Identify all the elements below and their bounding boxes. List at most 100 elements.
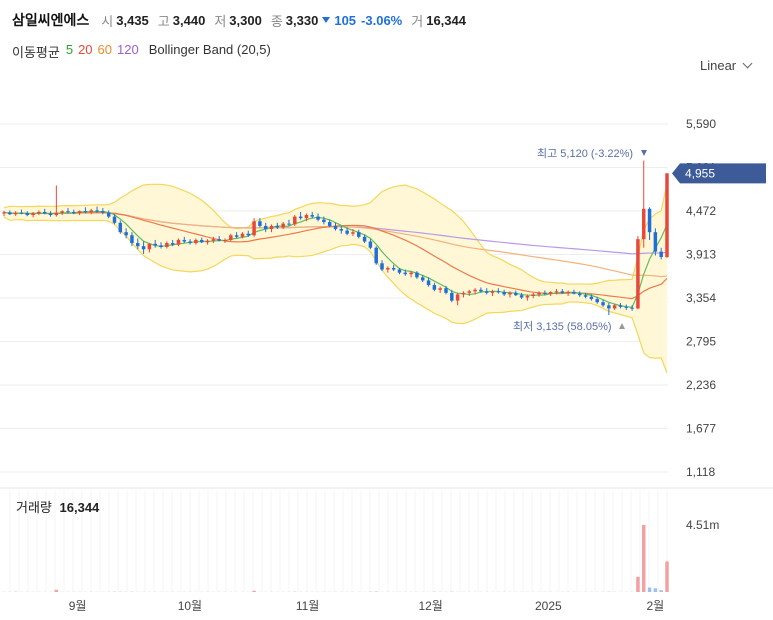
candle-body (502, 292, 506, 295)
candle-body (426, 280, 431, 286)
low-label: 저 (214, 13, 227, 29)
candle-body (112, 216, 117, 223)
candle-body (589, 296, 594, 300)
low-annotation: 최저 3,135 (58.05%) (513, 320, 612, 333)
candle-body (141, 246, 146, 250)
candle-body (467, 291, 472, 293)
candle-body (275, 225, 280, 228)
candle-body (252, 221, 256, 236)
candle-body (380, 263, 384, 270)
candle-body (310, 215, 314, 217)
candle-body (205, 240, 210, 243)
candle-body (362, 236, 367, 242)
candle-body (130, 235, 134, 244)
candle-body (2, 212, 6, 214)
candle-body (199, 239, 204, 243)
volume-bar (641, 525, 646, 592)
candle-body (287, 223, 291, 225)
candle-body (403, 272, 408, 275)
open-label: 시 (101, 13, 114, 29)
ma-120: 120 (117, 42, 139, 57)
x-tick-label: 10월 (178, 599, 202, 613)
candle-body (327, 222, 332, 226)
candle-body (560, 291, 565, 293)
stock-header: 삼일씨엔에스 시 3,435 고 3,440 저 3,300 종 3,330 1… (12, 10, 475, 30)
candle-body (514, 292, 518, 296)
candle-body (182, 239, 187, 242)
candle-body (89, 210, 93, 212)
volume-panel-label: 거래량 16,344 (16, 497, 99, 516)
candle-body (357, 232, 361, 237)
volume-bar (647, 587, 652, 592)
candle-body (415, 272, 419, 278)
candle-body (601, 302, 605, 306)
candle-body (519, 295, 524, 298)
candle-body (624, 306, 629, 308)
candle-body (60, 211, 64, 213)
candle-body (106, 212, 111, 217)
candle-body (83, 211, 88, 213)
low-value: 3,300 (229, 12, 262, 28)
candle-body (531, 294, 535, 296)
indicator-legend[interactable]: 이동평균 5 20 60 120 Bollinger Band (20,5) (12, 42, 277, 61)
price-tick-label: 2,795 (686, 335, 716, 349)
candle-body (479, 289, 483, 292)
volume-bar (636, 576, 640, 592)
candle-body (595, 299, 599, 303)
candle-body (322, 219, 326, 223)
candle-body (496, 291, 501, 293)
x-tick-label: 9월 (69, 599, 87, 613)
volume-value: 16,344 (426, 12, 466, 28)
down-triangle-icon (322, 17, 331, 23)
candle-body (54, 212, 59, 216)
candle-body (8, 212, 12, 215)
candle-body (583, 295, 588, 297)
candle-body (13, 212, 18, 215)
candle-body (525, 295, 530, 298)
high-marker-icon (641, 150, 647, 156)
change-value: 105 (334, 12, 357, 28)
volume-panel-title: 거래량 (16, 500, 52, 515)
close-value: 3,330 (285, 12, 319, 28)
candle-body (72, 211, 76, 214)
volume-bar (665, 561, 669, 592)
candle-body (397, 269, 402, 273)
price-tick-label: 1,118 (686, 465, 715, 479)
candle-body (147, 243, 152, 250)
candle-body (269, 225, 274, 230)
candle-body (409, 272, 413, 275)
x-tick-label: 12월 (418, 599, 442, 613)
candle-body (490, 291, 495, 293)
candle-body (386, 267, 390, 270)
candle-body (351, 232, 355, 234)
candle-body (37, 211, 41, 214)
price-tick-label: 1,677 (686, 422, 716, 436)
candle-body (420, 277, 425, 281)
candle-body (170, 243, 175, 245)
candle-body (77, 211, 82, 214)
scale-dropdown[interactable]: Linear (700, 58, 753, 73)
price-tick-label: 3,354 (686, 291, 716, 305)
candle-body (188, 241, 192, 244)
close-label: 종 (270, 13, 283, 29)
bollinger-label: Bollinger Band (20,5) (148, 42, 271, 57)
candle-body (543, 292, 547, 294)
candle-body (659, 251, 663, 258)
candle-body (333, 225, 338, 230)
candle-body (572, 292, 576, 294)
volume-bar (659, 590, 663, 592)
x-tick-label: 2월 (646, 599, 664, 613)
candle-body (118, 222, 123, 233)
price-tick-label: 5,590 (686, 117, 716, 131)
x-axis-background (0, 592, 773, 620)
candle-body (263, 225, 268, 230)
candle-body (612, 305, 617, 309)
price-tick-label: 4,472 (686, 204, 716, 218)
candle-body (165, 243, 169, 247)
candle-body (432, 285, 437, 290)
ma-60: 60 (97, 42, 113, 57)
x-tick-label: 2025 (535, 599, 562, 613)
current-price-tag (672, 163, 766, 184)
